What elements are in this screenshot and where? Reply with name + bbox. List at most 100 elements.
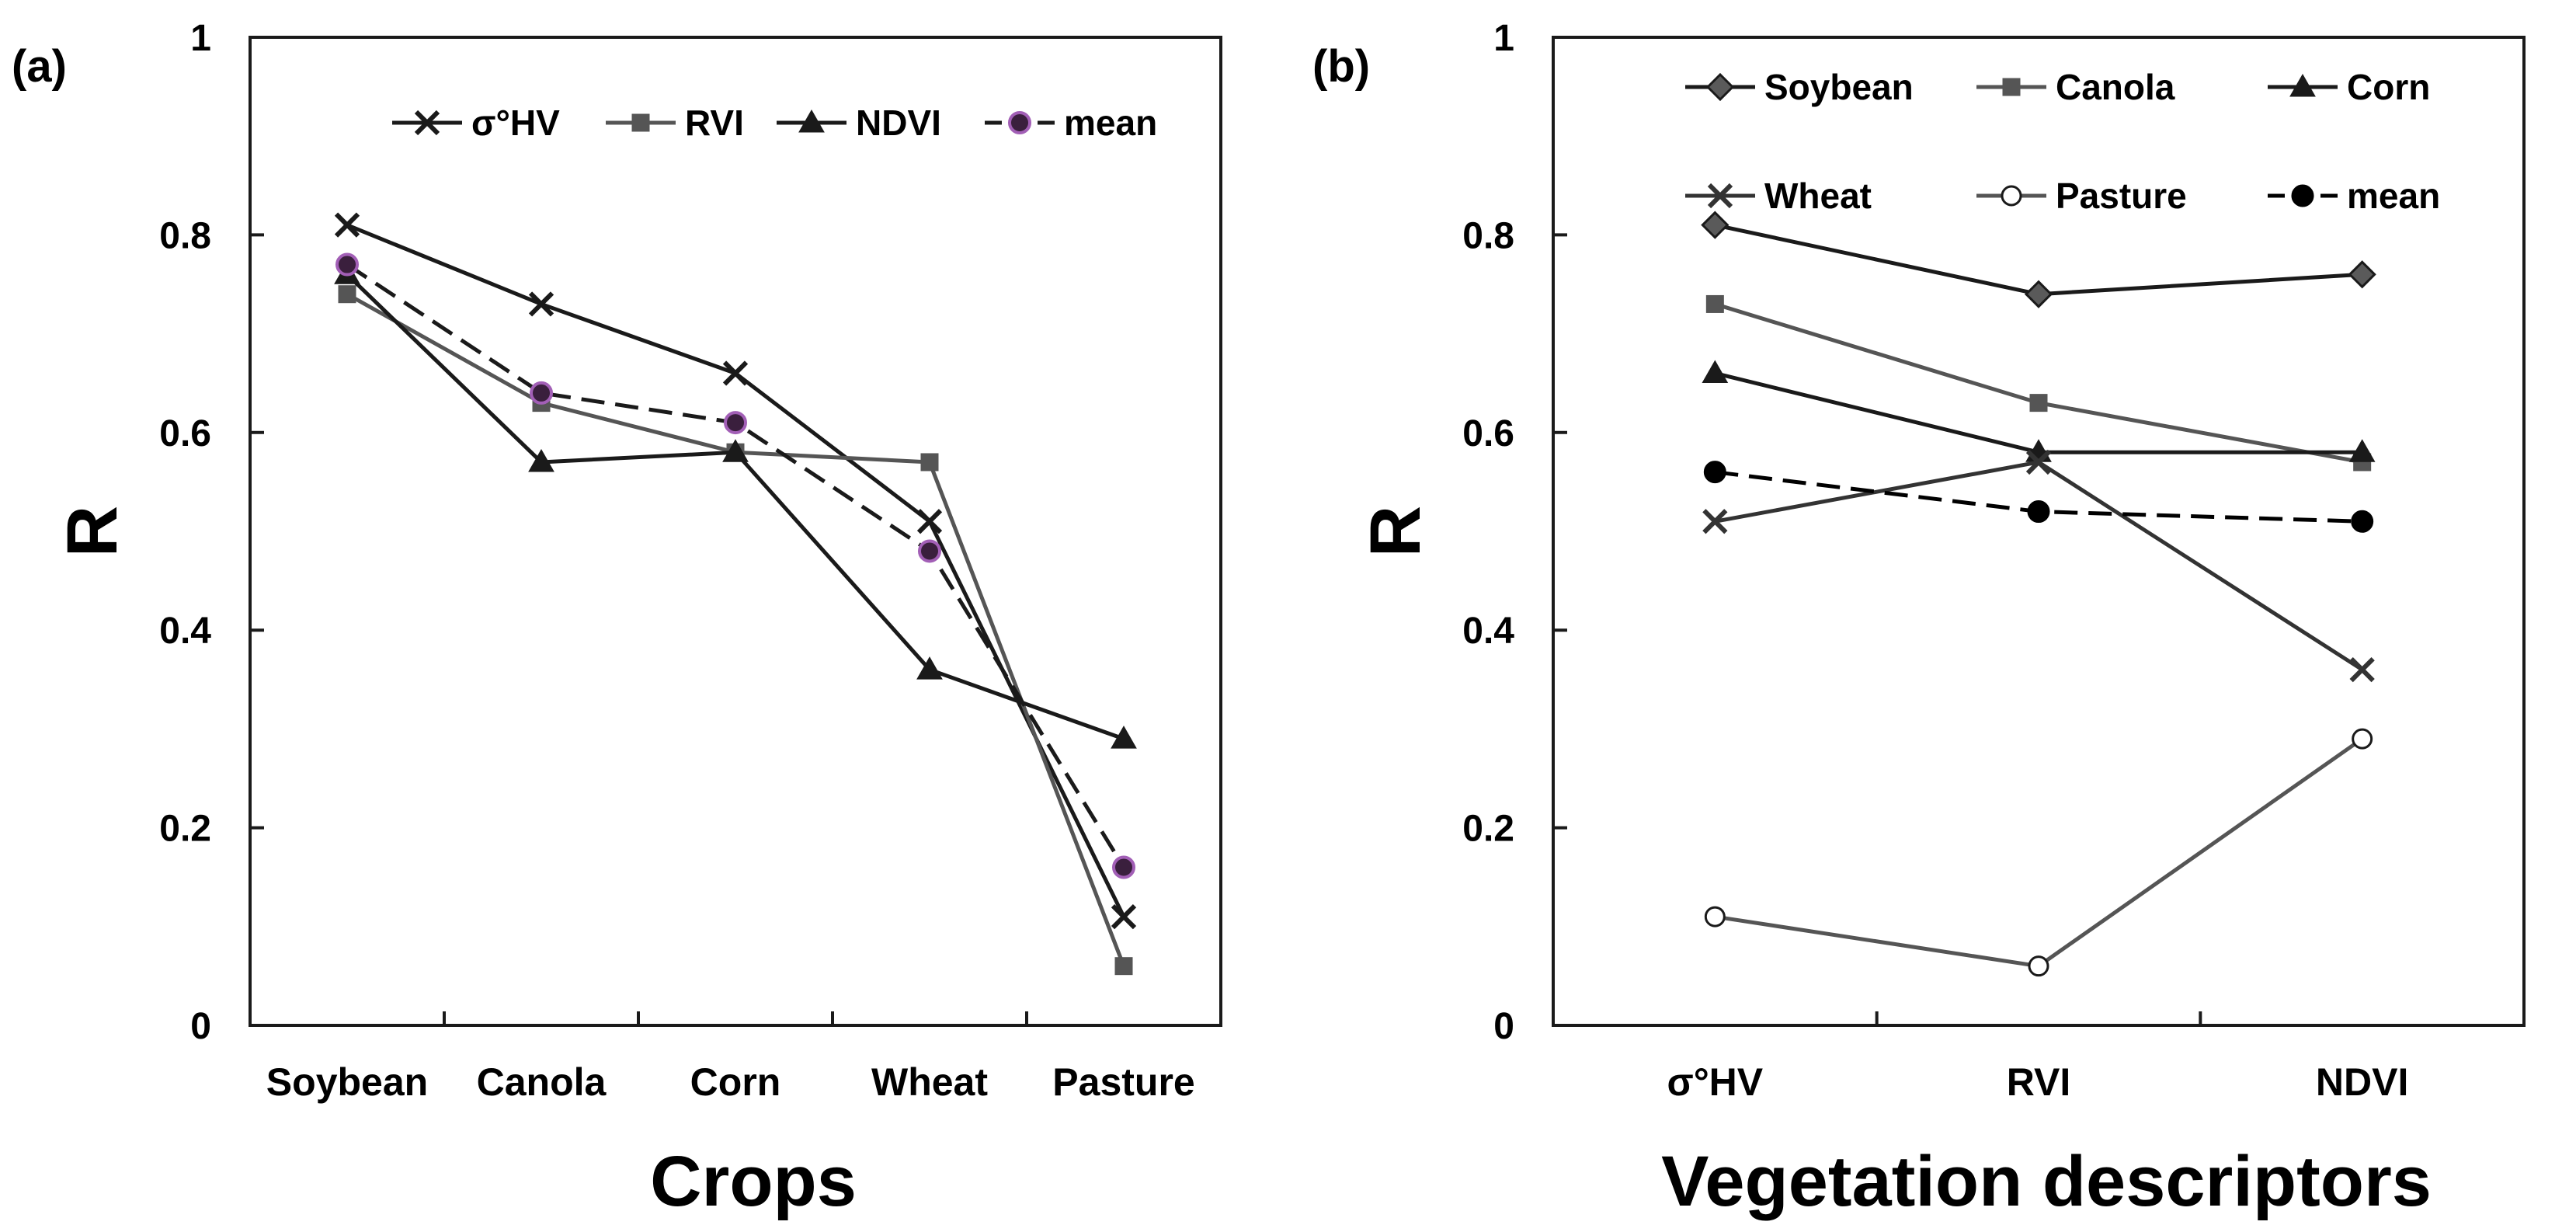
legend: Soybean Canola Corn Wheat Pasture mean [1685,67,2440,216]
data-point-stroke-b [916,509,943,534]
x-tick-label: σ°HV [1667,1060,1763,1104]
y-tick-label: 1 [190,18,211,59]
data-point [1112,855,1135,879]
series-line [346,292,1126,967]
data-point [1701,211,1730,239]
data-point [334,212,360,238]
data-point [918,539,941,563]
y-axis-title: R [1356,506,1435,557]
y-tick-label: 0 [190,1006,211,1047]
data-point [338,285,356,304]
data-point-stroke-b [334,212,360,238]
x-tick-label: Canola [477,1060,607,1104]
data-point [1111,726,1137,749]
x-tick-label: NDVI [2316,1060,2408,1104]
y-tick-label: 0.2 [1462,809,1514,850]
series-line [346,273,1125,741]
series-pasture [1704,728,2373,977]
legend-item: NDVI [777,103,941,143]
data-point-stroke-b [2025,449,2052,475]
data-point [2351,510,2374,533]
legend-marker [798,109,825,133]
data-point [1703,461,1726,484]
x-tick-label: Corn [690,1060,781,1104]
legend-label: σ°HV [471,103,560,143]
x-axis-title: Vegetation descriptors [1661,1142,2432,1221]
x-tick-label: RVI [2007,1060,2070,1104]
x-axis-title: Crops [650,1142,857,1221]
legend-marker [2291,184,2314,207]
legend-label: RVI [685,103,744,143]
y-tick-label: 0.4 [159,611,211,652]
legend-item: RVI [606,103,744,143]
data-point [916,509,943,534]
legend-item: Soybean [1685,67,1914,107]
series-soybean [1701,211,2376,308]
series-canola [1705,294,2372,472]
data-point [2348,439,2376,462]
data-point [1702,509,1728,534]
legend-marker [2289,73,2316,97]
data-point [1704,906,1726,927]
legend-label: NDVI [856,103,941,143]
data-point [2027,500,2050,524]
data-point [2024,280,2053,308]
plot-frame [1552,36,2526,1027]
data-point [2029,394,2048,412]
legend-item: Corn [2268,67,2430,107]
series--hv [334,212,1137,930]
legend-item: Canola [1976,67,2175,107]
series-mean [1703,461,2374,533]
legend-label: mean [2347,176,2440,216]
series-line [1714,302,2363,465]
series-mean [335,252,1135,879]
x-tick-label: Pasture [1052,1060,1194,1104]
panel-a: 0 0.2 0.4 0.6 0.8 1 Soybean Canola Corn Wheat Past… [12,18,1222,1221]
legend-marker [414,110,440,136]
data-point [335,252,359,277]
series-line [346,263,1126,868]
legend: σ°HV RVI NDVI mean [392,103,1157,143]
legend-item: Wheat [1685,176,1872,216]
y-tick-label: 0.6 [159,413,211,454]
legend-marker [2002,78,2021,96]
y-tick-label: 0.2 [159,809,211,850]
data-point [528,291,554,317]
data-point [2348,260,2376,289]
plot-frame [249,36,1222,1027]
legend-label: Pasture [2056,176,2187,216]
data-point-stroke-b [1702,509,1728,534]
legend-marker [1008,111,1031,134]
legend-marker-stroke-b [1707,183,1733,209]
data-point-stroke-b [2349,656,2375,683]
data-point [1705,294,1724,313]
legend-label: Corn [2347,67,2430,107]
series-line [346,223,1126,918]
data-point [1114,957,1133,976]
x-tick-label: Soybean [266,1060,428,1104]
series-line [1714,460,2364,672]
series-ndvi [334,261,1137,749]
series-wheat [1702,449,2375,683]
legend-label: Soybean [1764,67,1914,107]
data-point [2349,656,2375,683]
legend-marker [2001,185,2022,207]
legend-item: σ°HV [392,103,560,143]
series-rvi [338,285,1133,976]
data-point [2352,728,2373,750]
data-point-stroke-b [722,360,749,386]
legend-label: Wheat [1764,176,1872,216]
legend-marker-stroke-b [414,110,440,136]
y-tick-label: 0.8 [1462,215,1514,256]
panel-b: 0 0.2 0.4 0.6 0.8 1 σ°HV RVI NDVI Vegetation desc… [1312,18,2526,1221]
data-point [2025,449,2052,475]
data-point [920,453,939,472]
legend-marker [1705,72,1735,102]
data-point [722,360,749,386]
data-point-stroke-b [528,291,554,317]
data-point [722,439,749,462]
data-point [530,381,553,405]
legend-marker [1707,183,1733,209]
data-point [528,448,554,472]
